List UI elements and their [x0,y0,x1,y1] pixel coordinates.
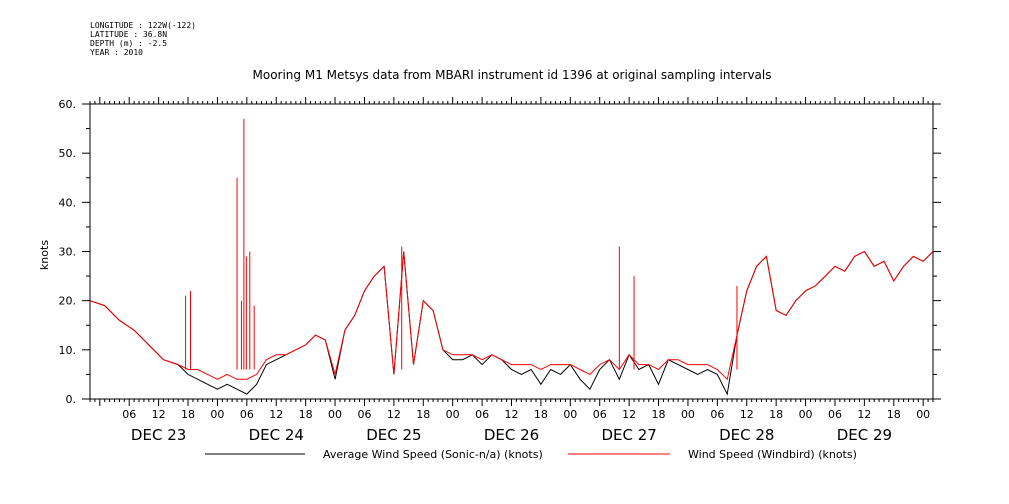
x-axis: 06 12 18 00 06 12 18 00 06 12 18 00 06 12 18 00 06 12 18 00… [89,97,934,444]
series-line-average [89,250,934,396]
year-label: YEAR : 2010 [90,48,143,57]
x-tick-label: 12 [387,408,401,421]
y-axis: 0. 10. 20. 30. 40. 50. 60. [59,98,941,406]
series-line-windbird [89,250,934,381]
x-tick-label: 00 [563,408,577,421]
x-day-label: DEC 27 [601,426,656,444]
y-tick-label: 30. [59,246,77,259]
y-tick-label: 60. [59,98,77,111]
x-day-label: DEC 29 [837,426,892,444]
x-tick-label: 00 [681,408,695,421]
x-tick-label: 00 [799,408,813,421]
x-tick-label: 06 [593,408,607,421]
x-tick-label: 00 [210,408,224,421]
y-axis-label: knots [38,240,51,270]
x-tick-label: 12 [740,408,754,421]
x-tick-label: 18 [534,408,548,421]
latitude-label: LATITUDE : 36.8N [90,30,167,39]
x-tick-label: 06 [710,408,724,421]
y-tick-label: 0. [66,393,77,406]
x-tick-label: 18 [887,408,901,421]
x-tick-label: 06 [240,408,254,421]
x-day-label: DEC 26 [484,426,539,444]
x-tick-label: 00 [916,408,930,421]
x-tick-label: 18 [181,408,195,421]
y-tick-label: 40. [59,196,77,209]
series-layer [89,118,934,396]
x-tick-label: 12 [269,408,283,421]
x-tick-label: 06 [122,408,136,421]
x-tick-label: 18 [416,408,430,421]
y-tick-label: 50. [59,147,77,160]
depth-label: DEPTH (m) : -2.5 [90,39,167,48]
x-tick-label: 00 [446,408,460,421]
x-day-label: DEC 23 [131,426,186,444]
y-tick-label: 10. [59,344,77,357]
y-tick-label: 20. [59,295,77,308]
x-tick-label: 18 [769,408,783,421]
x-tick-label: 12 [622,408,636,421]
x-tick-label: 06 [828,408,842,421]
x-day-label: DEC 28 [719,426,774,444]
x-tick-label: 18 [652,408,666,421]
plot-frame [89,103,934,400]
x-day-label: DEC 24 [249,426,304,444]
x-day-label: DEC 25 [366,426,421,444]
chart-title: Mooring M1 Metsys data from MBARI instru… [253,68,772,82]
x-tick-label: 12 [857,408,871,421]
x-tick-label: 12 [505,408,519,421]
legend-label-windbird: Wind Speed (Windbird) (knots) [688,448,857,461]
x-tick-label: 06 [475,408,489,421]
x-tick-label: 06 [357,408,371,421]
x-tick-label: 18 [299,408,313,421]
longitude-label: LONGITUDE : 122W(-122) [90,21,196,30]
x-tick-label: 00 [328,408,342,421]
legend-label-average: Average Wind Speed (Sonic-n/a) (knots) [323,448,543,461]
x-tick-label: 12 [152,408,166,421]
